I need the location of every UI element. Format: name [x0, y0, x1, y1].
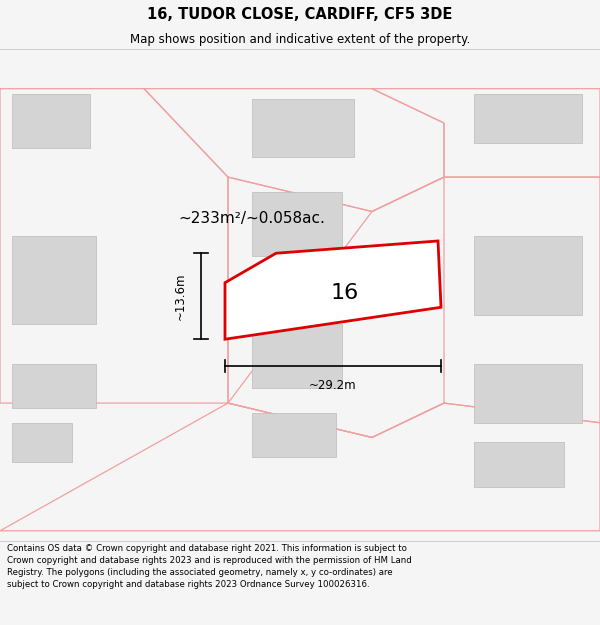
Polygon shape: [252, 192, 342, 256]
Polygon shape: [252, 324, 342, 388]
Text: 16, TUDOR CLOSE, CARDIFF, CF5 3DE: 16, TUDOR CLOSE, CARDIFF, CF5 3DE: [148, 8, 452, 22]
Text: Map shows position and indicative extent of the property.: Map shows position and indicative extent…: [130, 33, 470, 46]
Polygon shape: [225, 241, 441, 339]
Polygon shape: [474, 94, 582, 142]
Polygon shape: [474, 364, 582, 423]
Polygon shape: [12, 422, 72, 462]
Polygon shape: [474, 236, 582, 314]
Polygon shape: [252, 99, 354, 158]
Text: 16: 16: [331, 282, 359, 302]
Polygon shape: [12, 94, 90, 148]
Polygon shape: [12, 236, 96, 324]
Polygon shape: [474, 442, 564, 487]
Text: Contains OS data © Crown copyright and database right 2021. This information is : Contains OS data © Crown copyright and d…: [7, 544, 412, 589]
Text: ~13.6m: ~13.6m: [173, 272, 187, 320]
Text: ~233m²/~0.058ac.: ~233m²/~0.058ac.: [179, 211, 325, 226]
Text: ~29.2m: ~29.2m: [309, 379, 357, 392]
Polygon shape: [12, 364, 96, 408]
Polygon shape: [252, 413, 336, 457]
